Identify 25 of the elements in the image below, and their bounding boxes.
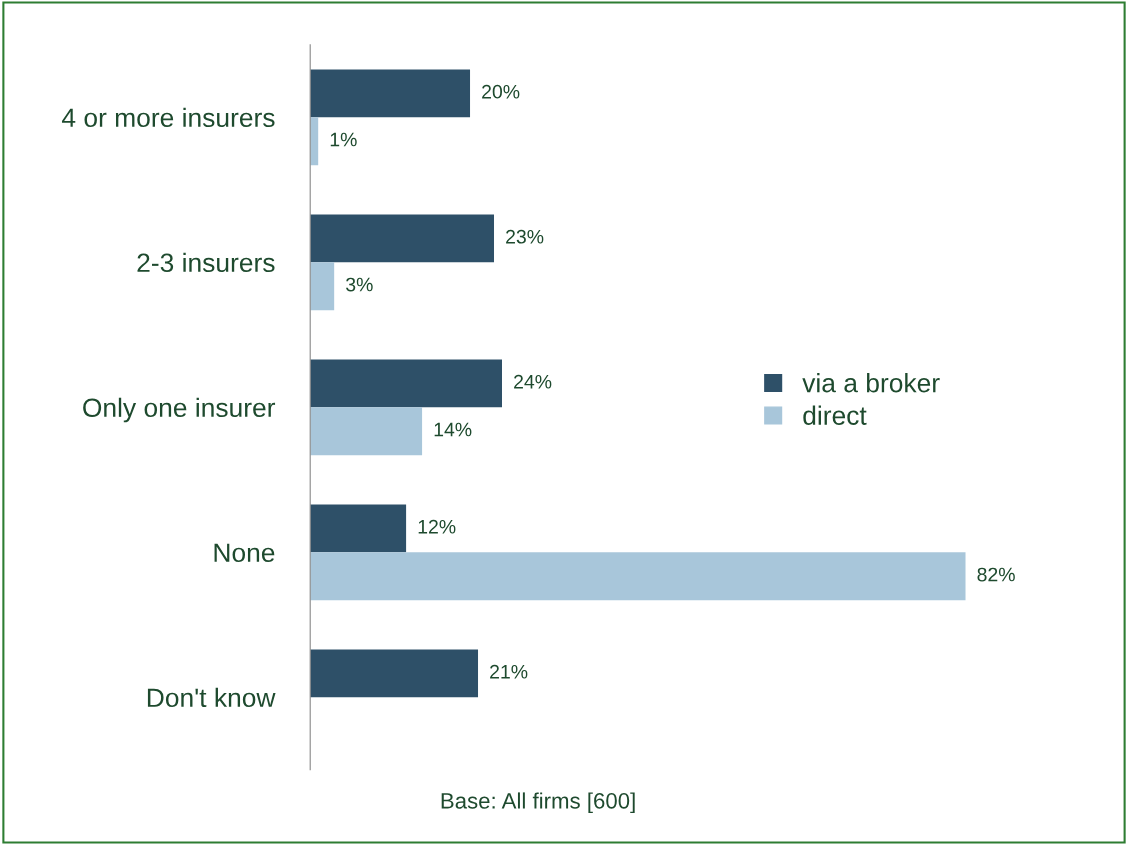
data-label: 14% [434, 422, 472, 437]
bar [310, 407, 423, 456]
data-label: 20% [482, 84, 520, 99]
y-tick-label: 2-3 insurers [137, 252, 275, 273]
bar [310, 214, 495, 263]
bar [310, 552, 966, 601]
data-label: 12% [418, 519, 456, 534]
data-label: 3% [346, 277, 373, 292]
bar [310, 359, 502, 408]
y-tick-label: 4 or more insurers [61, 107, 275, 128]
legend-label: direct [803, 405, 867, 425]
text: Base: All firms [600] [441, 792, 635, 814]
y-tick-label: Only one insurer [83, 397, 276, 423]
bar [310, 69, 471, 118]
data-label: 1% [330, 132, 357, 147]
data-label: 82% [977, 567, 1015, 582]
data-label: 21% [490, 664, 528, 679]
bar [310, 262, 335, 311]
data-label: 24% [514, 374, 552, 389]
y-tick-label: None [214, 543, 275, 563]
bar [310, 504, 407, 553]
y-tick-label: Don't know [147, 687, 276, 708]
data-label: 23% [506, 229, 544, 244]
legend-label: via a broker [802, 373, 940, 393]
bar [310, 649, 479, 698]
